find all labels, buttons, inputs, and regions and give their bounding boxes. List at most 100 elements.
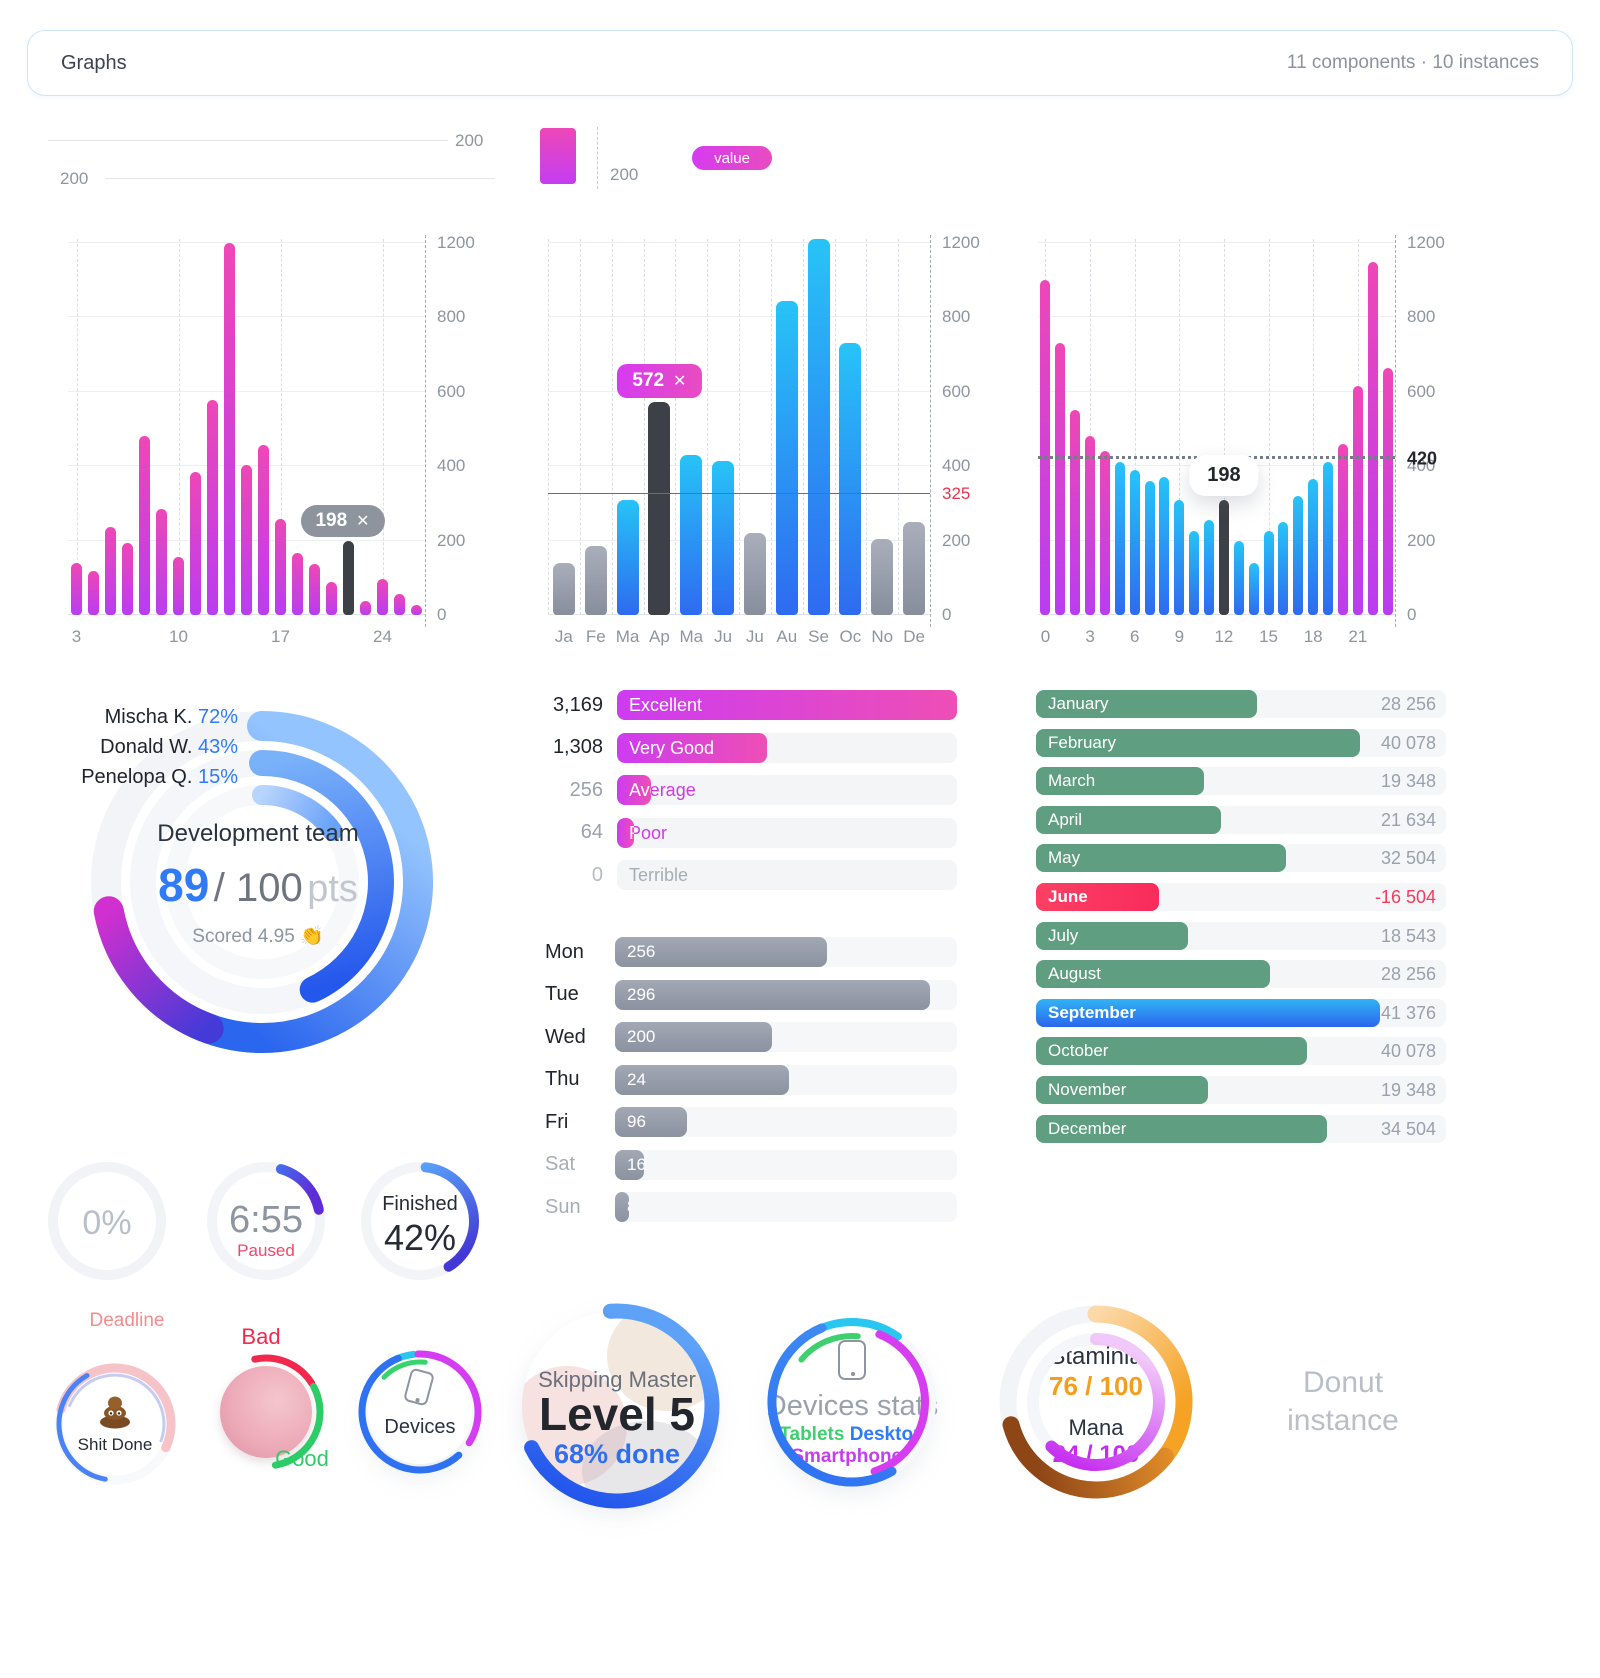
bar[interactable] (1144, 481, 1155, 615)
bar[interactable] (190, 471, 201, 615)
bar[interactable] (807, 239, 830, 615)
bar[interactable] (1114, 462, 1125, 615)
bar[interactable] (411, 605, 422, 615)
y-axis-label: 0 (942, 605, 952, 624)
month-bar[interactable]: January (1036, 690, 1258, 718)
bar[interactable] (712, 460, 735, 615)
rating-bar[interactable]: Poor (617, 817, 634, 848)
bar[interactable] (871, 538, 894, 615)
weekday-bar[interactable]: 16 (615, 1149, 645, 1180)
bar[interactable] (552, 562, 575, 615)
bar[interactable] (326, 582, 337, 615)
month-bar[interactable]: February (1036, 728, 1360, 757)
bar[interactable] (1367, 261, 1378, 615)
bar[interactable] (1323, 462, 1334, 615)
y-axis-label: 1200 (942, 233, 980, 252)
month-bar[interactable]: October (1036, 1037, 1307, 1066)
bar[interactable] (1263, 531, 1274, 615)
weekday-bar[interactable]: 96 (615, 1107, 687, 1137)
bar[interactable] (1040, 280, 1051, 615)
tooltip-close-icon[interactable]: ✕ (673, 373, 687, 391)
bar[interactable] (1189, 531, 1200, 615)
rating-value: 64 (580, 821, 603, 843)
bar[interactable] (394, 593, 405, 615)
staminia-widget[interactable]: Staminia 76 / 100 Mana 24 / 100 (991, 1297, 1201, 1507)
tooltip[interactable]: 572 ✕ (617, 364, 702, 399)
month-bar[interactable]: March (1036, 767, 1205, 796)
tooltip[interactable]: 198 ✕ (300, 505, 385, 538)
bar[interactable] (1382, 367, 1393, 615)
bar[interactable] (122, 542, 133, 615)
bar[interactable] (105, 527, 116, 615)
mood-ring[interactable] (204, 1350, 328, 1474)
bar[interactable] (1352, 386, 1363, 615)
progress-circle-timer[interactable]: 6:55 Paused (200, 1155, 332, 1287)
value-legend-pill[interactable]: value (692, 146, 772, 170)
weekday-bar[interactable]: 296 (615, 979, 930, 1010)
month-bar[interactable]: November (1036, 1075, 1209, 1104)
bar[interactable] (309, 564, 320, 615)
weekday-bar[interactable]: 200 (615, 1022, 773, 1052)
bar[interactable] (258, 444, 269, 615)
bar[interactable] (839, 343, 862, 615)
bar[interactable] (1248, 562, 1259, 615)
bar[interactable] (775, 300, 798, 615)
bar[interactable] (292, 552, 303, 615)
bar[interactable] (1085, 436, 1096, 615)
bar[interactable] (71, 563, 82, 615)
bar[interactable] (343, 541, 354, 615)
tooltip[interactable]: 198 (1189, 454, 1259, 496)
weekday-bar[interactable]: 8 (615, 1192, 629, 1222)
bar[interactable] (1070, 410, 1081, 615)
bar[interactable] (680, 455, 703, 615)
bar[interactable] (648, 402, 671, 615)
bar[interactable] (1233, 540, 1244, 615)
month-bar[interactable]: April (1036, 805, 1221, 834)
bar[interactable] (173, 557, 184, 615)
devices-ring[interactable]: Devices (352, 1344, 488, 1480)
rating-bar[interactable]: Average (617, 775, 651, 805)
weekday-row: Fri 96 (545, 1107, 957, 1137)
progress-circle-zero[interactable]: 0% (41, 1155, 173, 1287)
bar[interactable] (241, 464, 252, 615)
bar[interactable] (1174, 499, 1185, 615)
bar[interactable] (275, 519, 286, 615)
bar[interactable] (139, 436, 150, 615)
month-bar[interactable]: June (1036, 882, 1159, 911)
bar[interactable] (584, 546, 607, 615)
bar[interactable] (377, 578, 388, 615)
bar[interactable] (1308, 479, 1319, 615)
bar[interactable] (903, 522, 926, 615)
bar[interactable] (207, 400, 218, 615)
deadline-ring[interactable]: Shit Done (40, 1349, 190, 1499)
devices-stats-widget[interactable]: Devices stats Tablets Desktop Smartphone… (762, 1312, 942, 1492)
skipping-master-widget[interactable]: Skipping Master Level 5 68% done (512, 1301, 722, 1511)
bar[interactable] (224, 243, 235, 615)
bar[interactable] (1204, 520, 1215, 615)
month-bar[interactable]: May (1036, 844, 1287, 873)
bar[interactable] (1278, 522, 1289, 615)
month-bar[interactable]: December (1036, 1114, 1328, 1143)
tooltip-close-icon[interactable]: ✕ (356, 513, 370, 531)
finished-percent: 42% (383, 1217, 457, 1258)
bar[interactable] (1055, 343, 1066, 615)
bar[interactable] (156, 508, 167, 615)
bar[interactable] (1293, 495, 1304, 615)
month-bar[interactable]: July (1036, 921, 1188, 950)
bar[interactable] (743, 533, 766, 615)
bar[interactable] (360, 600, 371, 615)
rating-bar[interactable]: Very Good (617, 732, 767, 763)
weekday-bar[interactable]: 256 (615, 937, 828, 967)
bar[interactable] (1099, 451, 1110, 615)
weekday-bar[interactable]: 24 (615, 1064, 790, 1095)
bar[interactable] (1218, 499, 1229, 615)
month-bar[interactable]: September (1036, 998, 1381, 1027)
rating-bar[interactable]: Excellent (617, 690, 957, 720)
bar[interactable] (1337, 443, 1348, 615)
bar[interactable] (88, 571, 99, 615)
bar[interactable] (1129, 469, 1140, 615)
bar[interactable] (616, 499, 639, 615)
bar[interactable] (1159, 477, 1170, 615)
month-bar[interactable]: August (1036, 960, 1270, 989)
progress-circle-finished[interactable]: Finished 42% (354, 1155, 486, 1287)
